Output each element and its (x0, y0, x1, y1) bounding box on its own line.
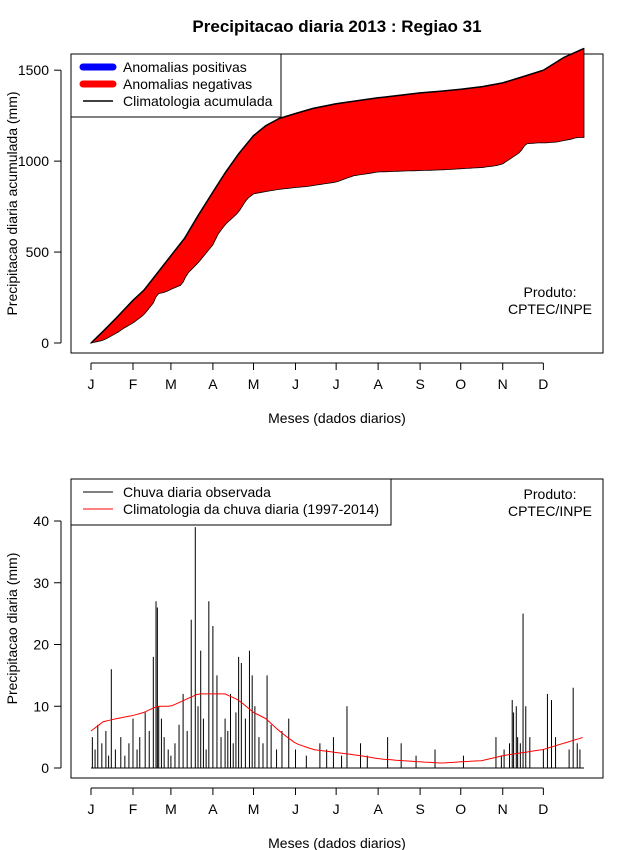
x-tick-label: A (208, 376, 218, 392)
x-tick-label: M (248, 801, 260, 817)
x-tick-label: D (538, 376, 548, 392)
y-tick-label: 500 (26, 244, 50, 260)
x-tick-label: O (455, 376, 466, 392)
plot-frame (70, 53, 604, 354)
legend-label: Climatologia acumulada (123, 93, 273, 109)
page-title: Precipitacao diaria 2013 : Regiao 31 (192, 17, 481, 36)
annotation-text: CPTEC/INPE (508, 301, 592, 317)
daily-precip-chart: 0 10 20 30 40 J F M A M J J A S O N D Meses (dados diario… (4, 478, 604, 850)
x-tick-label: F (129, 376, 138, 392)
x-tick-label: S (415, 801, 424, 817)
x-tick-label: J (292, 376, 299, 392)
y-tick-label: 20 (33, 637, 49, 653)
x-tick-label: F (129, 801, 138, 817)
x-tick-label: J (333, 801, 340, 817)
x-tick-label: J (292, 801, 299, 817)
x-tick-label: J (333, 376, 340, 392)
legend-label: Climatologia da chuva diaria (1997-2014) (123, 501, 379, 517)
annotation-text: CPTEC/INPE (508, 503, 592, 519)
y-tick-label: 1500 (18, 62, 49, 78)
y-axis-title: Precipitacao diaria acumulada (mm) (4, 91, 20, 315)
x-tick-label: S (415, 376, 424, 392)
x-tick-label: N (498, 376, 508, 392)
y-tick-label: 40 (33, 513, 49, 529)
y-tick-label: 10 (33, 698, 49, 714)
climatology-line (90, 47, 585, 344)
x-tick-label: J (88, 376, 95, 392)
y-tick-label: 0 (41, 335, 49, 351)
x-tick-label: A (373, 801, 383, 817)
x-axis-title: Meses (dados diarios) (268, 835, 406, 850)
x-tick-label: M (165, 801, 177, 817)
cumulative-precip-chart: 0 500 1000 1500 J F M A M J J A S O N D Meses (dados dia… (4, 47, 604, 426)
annotation-text: Produto: (524, 284, 577, 300)
legend-label: Chuva diaria observada (123, 484, 271, 500)
y-tick-label: 0 (41, 760, 49, 776)
annotation-text: Produto: (524, 486, 577, 502)
x-tick-label: M (248, 376, 260, 392)
legend-box (70, 478, 392, 526)
x-tick-label: N (498, 801, 508, 817)
climatology-daily-line (90, 693, 583, 764)
legend-label: Anomalias negativas (123, 76, 252, 92)
y-axis-title: Precipitacao diaria (mm) (4, 553, 20, 705)
x-tick-label: J (88, 801, 95, 817)
x-tick-label: A (373, 376, 383, 392)
x-tick-label: A (208, 801, 218, 817)
x-axis-title: Meses (dados diarios) (268, 410, 406, 426)
y-tick-label: 30 (33, 575, 49, 591)
x-tick-label: O (455, 801, 466, 817)
legend-label: Anomalias positivas (123, 59, 247, 75)
x-tick-label: D (538, 801, 548, 817)
y-tick-label: 1000 (18, 153, 49, 169)
x-tick-label: M (165, 376, 177, 392)
